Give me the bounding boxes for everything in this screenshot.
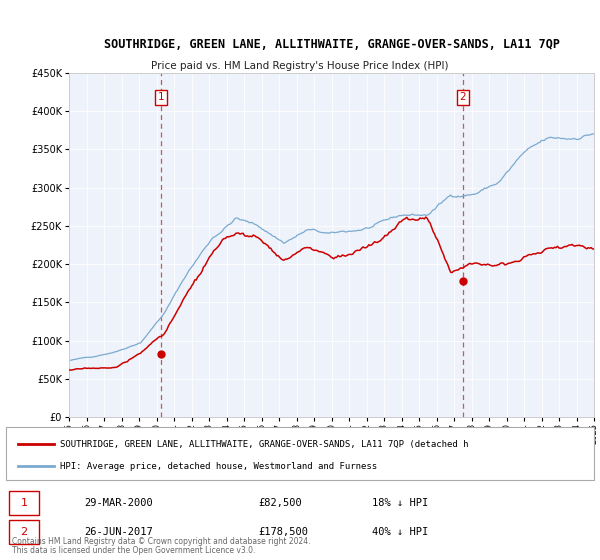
Text: HPI: Average price, detached house, Westmorland and Furness: HPI: Average price, detached house, West… (60, 461, 377, 470)
Text: £82,500: £82,500 (258, 498, 302, 508)
Text: 1: 1 (158, 92, 164, 102)
Text: 2: 2 (20, 527, 28, 537)
FancyBboxPatch shape (9, 491, 39, 515)
Text: 2: 2 (460, 92, 466, 102)
Title: SOUTHRIDGE, GREEN LANE, ALLITHWAITE, GRANGE-OVER-SANDS, LA11 7QP: SOUTHRIDGE, GREEN LANE, ALLITHWAITE, GRA… (104, 38, 560, 51)
Text: Price paid vs. HM Land Registry's House Price Index (HPI): Price paid vs. HM Land Registry's House … (151, 60, 449, 71)
Text: 40% ↓ HPI: 40% ↓ HPI (372, 527, 428, 537)
Text: 26-JUN-2017: 26-JUN-2017 (84, 527, 153, 537)
Text: 1: 1 (20, 498, 28, 508)
FancyBboxPatch shape (9, 520, 39, 544)
Text: Contains HM Land Registry data © Crown copyright and database right 2024.: Contains HM Land Registry data © Crown c… (12, 538, 311, 547)
Text: 18% ↓ HPI: 18% ↓ HPI (372, 498, 428, 508)
Text: This data is licensed under the Open Government Licence v3.0.: This data is licensed under the Open Gov… (12, 547, 256, 556)
Text: £178,500: £178,500 (258, 527, 308, 537)
Text: 29-MAR-2000: 29-MAR-2000 (84, 498, 153, 508)
Text: SOUTHRIDGE, GREEN LANE, ALLITHWAITE, GRANGE-OVER-SANDS, LA11 7QP (detached h: SOUTHRIDGE, GREEN LANE, ALLITHWAITE, GRA… (60, 440, 469, 449)
Bar (6, 427, 594, 480)
